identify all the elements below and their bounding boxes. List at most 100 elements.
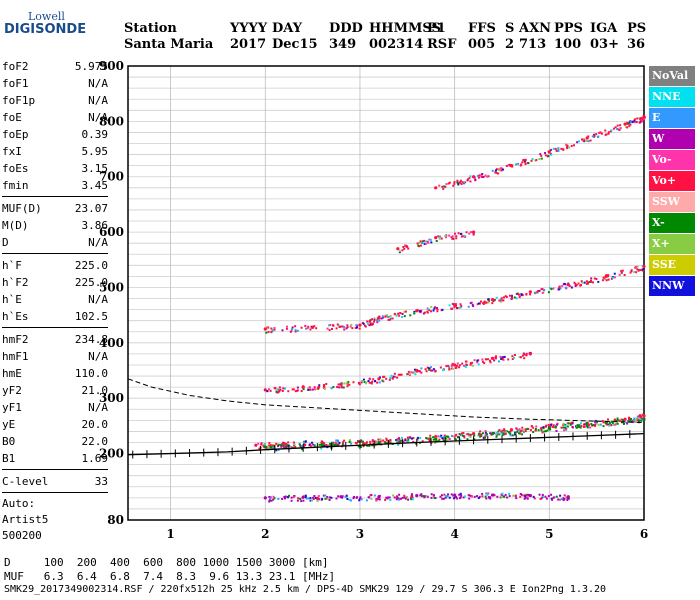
trace-point — [468, 497, 471, 500]
trace-point — [397, 373, 400, 376]
trace-point — [580, 425, 583, 428]
trace-point — [345, 494, 348, 497]
trace-point — [325, 382, 328, 385]
trace-point — [629, 418, 632, 421]
trace-point — [636, 117, 639, 120]
trace-point — [277, 448, 280, 451]
trace-point — [500, 430, 503, 433]
trace-point — [366, 320, 369, 323]
trace-point — [268, 444, 271, 447]
trace-point — [521, 161, 524, 164]
trace-anchor-point — [604, 274, 608, 278]
trace-point — [377, 438, 380, 441]
trace-point — [313, 386, 316, 389]
trace-point — [527, 162, 530, 165]
param-row: foF2 5.975 — [2, 58, 108, 75]
trace-point — [316, 388, 319, 391]
trace-point — [318, 384, 321, 387]
trace-point — [501, 429, 504, 432]
trace-point — [473, 495, 476, 498]
trace-point — [428, 439, 431, 442]
trace-point — [608, 424, 611, 427]
trace-point — [541, 495, 544, 498]
trace-point — [281, 497, 284, 500]
trace-point — [595, 421, 598, 424]
trace-point — [289, 330, 292, 333]
trace-point — [640, 419, 643, 422]
trace-point — [524, 495, 527, 498]
trace-point — [442, 497, 445, 500]
trace-point — [286, 496, 289, 499]
trace-point — [419, 437, 422, 440]
trace-point — [368, 496, 371, 499]
trace-point — [396, 376, 399, 379]
trace-point — [429, 434, 432, 437]
footer-file-info: SMK29_2017349002314.RSF / 220fx512h 25 k… — [4, 584, 607, 595]
trace-point — [351, 327, 354, 330]
trace-point — [270, 327, 273, 330]
legend-item-w: W — [649, 129, 695, 149]
trace-point — [439, 495, 442, 498]
trace-point — [567, 497, 570, 500]
trace-point — [292, 496, 295, 499]
trace-point — [290, 499, 293, 502]
trace-anchor-point — [471, 432, 476, 436]
trace-point — [601, 419, 604, 422]
trace-point — [432, 438, 435, 441]
trace-point — [417, 244, 420, 247]
trace-point — [550, 288, 553, 291]
trace-point — [533, 497, 536, 500]
trace-point — [331, 442, 334, 445]
trace-point — [278, 389, 281, 392]
trace-point — [304, 324, 307, 327]
trace-point — [518, 428, 521, 431]
trace-point — [520, 433, 523, 436]
legend-item-x: X+ — [649, 234, 695, 254]
trace-point — [557, 149, 560, 152]
y-tick-label: 600 — [99, 225, 124, 239]
trace-point — [544, 152, 547, 155]
y-tick-label: 800 — [99, 114, 124, 128]
trace-point — [477, 363, 480, 366]
trace-point — [479, 430, 482, 433]
param-name: h`F — [2, 259, 22, 272]
header-value-11: 36 — [627, 37, 646, 52]
trace-point — [446, 495, 449, 498]
trace-point — [407, 498, 410, 501]
param-row: foF1p N/A — [2, 92, 108, 109]
trace-point — [598, 131, 601, 134]
trace-point — [421, 440, 424, 443]
param-row: fxI 5.95 — [2, 143, 108, 160]
param-name: D — [2, 236, 9, 249]
trace-point — [516, 430, 519, 433]
header-label-5: P1 — [427, 21, 446, 36]
trace-point — [440, 494, 443, 497]
legend-item-noval: NoVal — [649, 66, 695, 86]
trace-point — [550, 497, 553, 500]
trace-point — [454, 438, 457, 441]
param-row: h`E N/A — [2, 291, 108, 308]
trace-point — [311, 388, 314, 391]
trace-point — [463, 436, 466, 439]
trace-point — [537, 290, 540, 293]
trace-point — [562, 426, 565, 429]
trace-point — [316, 499, 319, 502]
trace-point — [639, 119, 642, 122]
trace-point — [368, 320, 371, 323]
trace-point — [308, 443, 311, 446]
param-name: h`Es — [2, 310, 29, 323]
trace-point — [424, 368, 427, 371]
trace-point — [324, 497, 327, 500]
trace-point — [495, 433, 498, 436]
trace-point — [265, 331, 268, 334]
trace-point — [441, 308, 444, 311]
trace-point — [461, 362, 464, 365]
trace-point — [607, 131, 610, 134]
trace-point — [447, 182, 450, 185]
trace-point — [342, 386, 345, 389]
trace-point — [463, 181, 466, 184]
trace-point — [346, 324, 349, 327]
trace-point — [403, 496, 406, 499]
trace-point — [440, 237, 443, 240]
trace-point — [357, 445, 360, 448]
